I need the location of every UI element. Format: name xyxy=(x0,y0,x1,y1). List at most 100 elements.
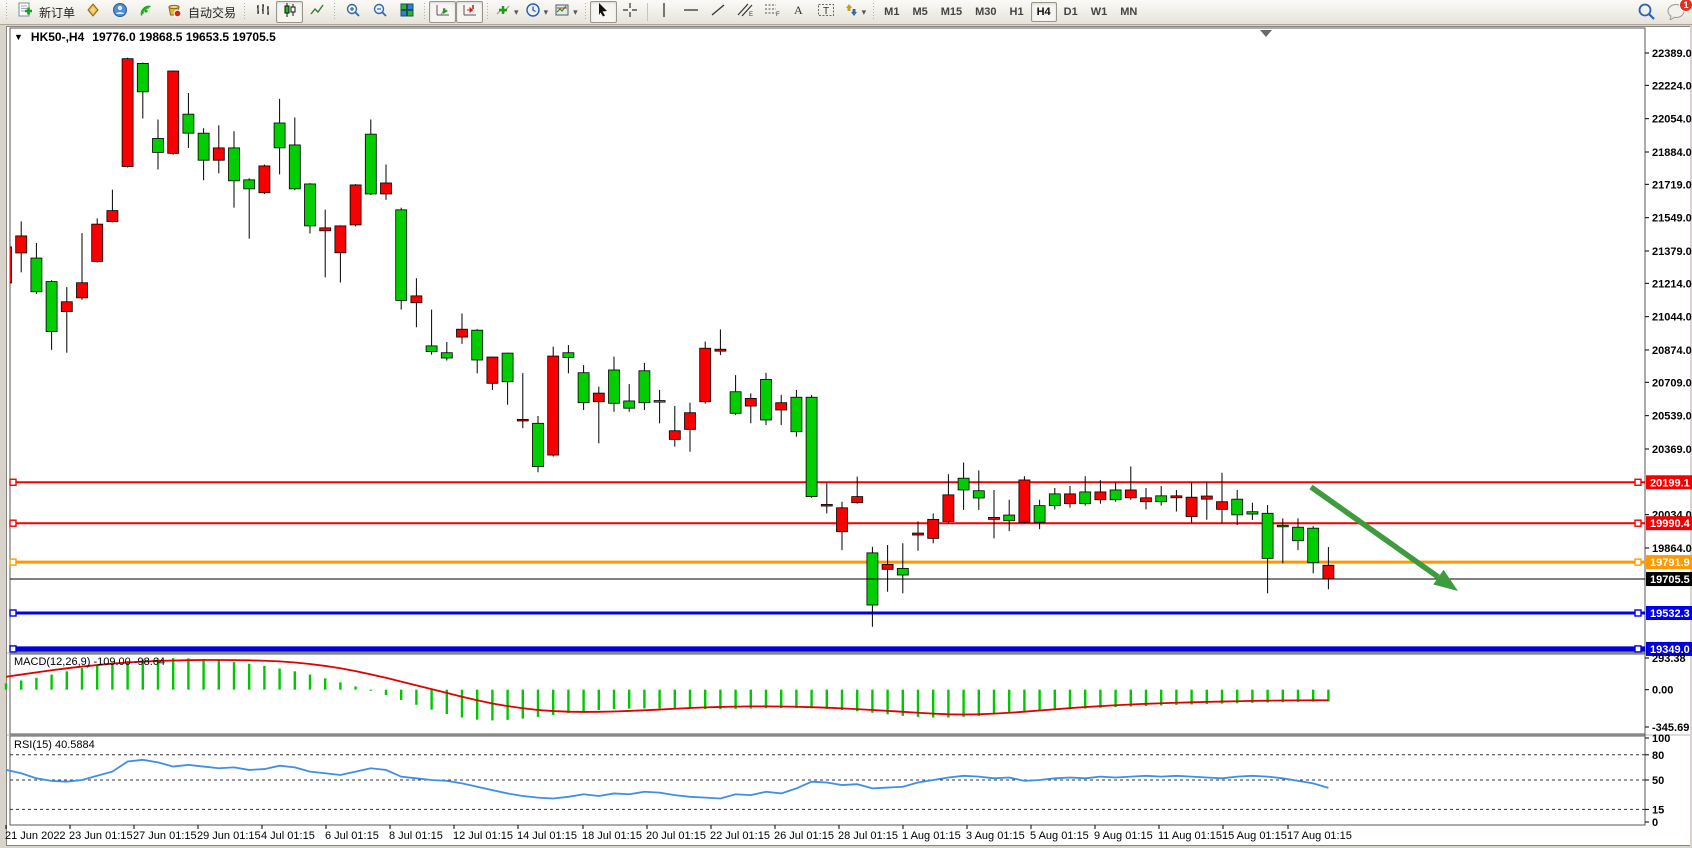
vertical-line-icon xyxy=(657,2,671,23)
date-label: 26 Jul 01:15 xyxy=(774,830,834,842)
line-chart-button[interactable] xyxy=(303,1,330,23)
gold-charm-button[interactable] xyxy=(79,1,106,23)
price-line-badge-label: 19349.0 xyxy=(1650,644,1690,656)
price-axis[interactable]: 22389.0 22224.0 22054.0 21884.0 21719.0 21549… xyxy=(1645,48,1692,656)
macd-tick-label: 293.38 xyxy=(1652,653,1686,665)
bar-chart-button[interactable] xyxy=(249,1,276,23)
candle-body xyxy=(76,282,88,299)
candle-body xyxy=(577,372,590,404)
auto-scroll-button[interactable] xyxy=(429,1,457,23)
trend-arrow-head[interactable] xyxy=(1433,569,1458,591)
line-handle[interactable] xyxy=(9,645,17,653)
candle-body xyxy=(425,345,438,352)
line-handle[interactable] xyxy=(1634,478,1642,486)
price-line-badge xyxy=(1646,605,1692,620)
candle-body xyxy=(152,138,164,153)
community-button[interactable] xyxy=(106,1,133,23)
toolbar-group-handle xyxy=(422,3,428,21)
candle-body xyxy=(775,402,788,411)
candle-body xyxy=(349,184,362,226)
date-label: 29 Jun 01:15 xyxy=(197,830,261,842)
candle-body xyxy=(836,507,848,533)
timeframe-H1[interactable]: H1 xyxy=(1009,6,1024,18)
chevron-down-icon[interactable]: ▾ xyxy=(543,6,549,17)
timeframe-W1[interactable]: W1 xyxy=(1090,6,1108,18)
timeframe-M1[interactable]: M1 xyxy=(884,6,900,18)
toolbar-group-handle xyxy=(4,3,9,21)
candlestick-chart-button[interactable] xyxy=(276,1,304,23)
candle-body xyxy=(1216,501,1228,510)
chevron-down-icon[interactable]: ▾ xyxy=(573,6,578,17)
line-handle[interactable] xyxy=(1634,558,1642,566)
toolbar-group-handle xyxy=(582,3,588,21)
signals-button[interactable] xyxy=(133,1,160,23)
candle-body xyxy=(623,400,636,409)
timeframe-M30[interactable]: M30 xyxy=(975,6,997,18)
candle-body xyxy=(516,418,529,422)
date-label: 11 Aug 01:15 xyxy=(1158,830,1222,842)
search-icon[interactable] xyxy=(1637,2,1656,26)
cursor-button[interactable] xyxy=(589,1,617,23)
text-label-tool[interactable]: T xyxy=(813,1,840,23)
chevron-down-icon[interactable]: ▾ xyxy=(514,6,519,17)
zoom-out-button[interactable] xyxy=(366,1,393,23)
candle-body xyxy=(228,147,240,182)
candle-body xyxy=(684,412,696,430)
price-tick-label: 21044.0 xyxy=(1652,312,1692,324)
templates-button[interactable]: ▾ xyxy=(551,1,581,23)
price-line-badge xyxy=(1646,641,1692,656)
text-tool[interactable]: A xyxy=(786,1,813,23)
periods-button[interactable]: ▾ xyxy=(522,1,552,23)
candle-body xyxy=(15,235,28,254)
channel-tool[interactable]: E xyxy=(732,1,759,23)
timeframe-H4[interactable]: H4 xyxy=(1030,2,1057,22)
candle-body xyxy=(1048,493,1061,507)
timeframe-MN[interactable]: MN xyxy=(1120,6,1138,18)
timeframe-D1[interactable]: D1 xyxy=(1063,6,1078,18)
trendline-tool[interactable] xyxy=(705,1,732,23)
date-label: 1 Aug 01:15 xyxy=(902,830,961,842)
date-label: 28 Jul 01:15 xyxy=(838,830,898,842)
autotrade-button[interactable] xyxy=(160,1,187,23)
indicators-button[interactable]: ▾ xyxy=(492,1,522,23)
candle-body xyxy=(1185,496,1198,518)
horizontal-line-tool[interactable] xyxy=(678,1,705,23)
notification-badge[interactable]: 1 xyxy=(1679,0,1692,12)
trend-arrow-shaft[interactable] xyxy=(1309,484,1440,580)
timeframe-M5[interactable]: M5 xyxy=(912,6,928,18)
line-handle[interactable] xyxy=(9,609,17,617)
line-handle[interactable] xyxy=(9,519,17,527)
candle-body xyxy=(608,369,620,404)
timeframe-M15[interactable]: M15 xyxy=(940,6,963,18)
vertical-line-tool[interactable] xyxy=(651,1,678,23)
candle-body xyxy=(1231,498,1244,516)
crosshair-button[interactable] xyxy=(617,1,644,23)
candle-body xyxy=(1246,511,1259,515)
line-handle[interactable] xyxy=(9,558,17,566)
candle-body xyxy=(790,396,803,433)
candle-body xyxy=(1261,512,1274,559)
chevron-down-icon[interactable]: ▾ xyxy=(861,6,867,17)
candle-body xyxy=(1124,489,1137,499)
zoom-in-button[interactable] xyxy=(339,1,366,23)
tile-windows-button[interactable] xyxy=(393,1,420,23)
notifications-button[interactable]: 1 xyxy=(1666,0,1692,25)
arrows-icon xyxy=(843,2,859,23)
line-handle[interactable] xyxy=(1634,645,1642,653)
rsi-tick-label: 80 xyxy=(1652,750,1664,762)
chart-dropdown-icon[interactable]: ▼ xyxy=(14,32,23,42)
line-handle[interactable] xyxy=(1634,519,1642,527)
new-order-button[interactable] xyxy=(11,1,38,23)
trend-arrow[interactable] xyxy=(1309,484,1458,591)
autotrade-label[interactable]: 自动交易 xyxy=(188,5,237,20)
price-tick-label: 21214.0 xyxy=(1652,278,1692,290)
arrows-tool[interactable]: ▾ xyxy=(840,1,870,23)
line-handle[interactable] xyxy=(1634,609,1642,617)
fibonacci-tool[interactable]: F xyxy=(759,1,786,23)
price-line-badge xyxy=(1646,475,1692,490)
time-axis[interactable]: 21 Jun 2022 23 Jun 01:15 27 Jun 01:15 29 Ju… xyxy=(5,825,1352,842)
date-label: 17 Aug 01:15 xyxy=(1287,830,1352,842)
chart-shift-button[interactable] xyxy=(456,1,484,23)
line-handle[interactable] xyxy=(9,478,17,486)
new-order-label[interactable]: 新订单 xyxy=(39,5,76,20)
